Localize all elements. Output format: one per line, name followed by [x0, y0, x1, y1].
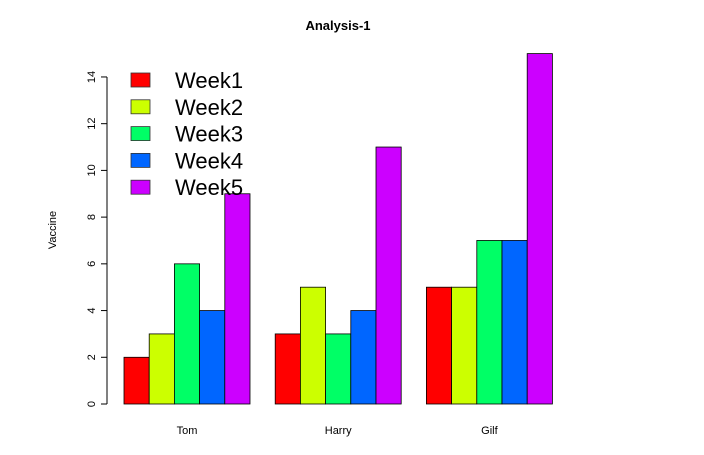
- bar-week2-harry: [299, 286, 326, 405]
- legend-swatch: [130, 179, 151, 195]
- bar-week3-harry: [325, 333, 352, 405]
- bar-week5-gilf: [526, 53, 553, 405]
- legend-swatch: [130, 152, 151, 168]
- bars: [123, 53, 553, 405]
- y-tick-label: 4: [86, 307, 98, 313]
- y-tick-label: 12: [86, 118, 98, 130]
- bar-week5-harry: [375, 146, 402, 405]
- chart-title: Analysis-1: [305, 18, 370, 33]
- bar-week5-tom: [224, 193, 251, 405]
- y-tick-label: 0: [86, 401, 98, 407]
- legend-swatch: [130, 99, 151, 115]
- bar-week1-gilf: [425, 286, 452, 405]
- legend-swatch: [130, 72, 151, 88]
- x-tick-label: Gilf: [481, 425, 498, 437]
- bar-week2-gilf: [451, 286, 478, 405]
- x-tick-label: Tom: [177, 425, 198, 437]
- bar-week3-tom: [173, 263, 200, 405]
- y-axis-label: Vaccine: [47, 211, 59, 249]
- y-tick-label: 14: [86, 71, 98, 83]
- bar-week4-tom: [199, 310, 226, 405]
- x-tick-labels: Tom Harry Gilf: [177, 425, 499, 437]
- bar-week3-gilf: [476, 240, 503, 405]
- legend-swatch: [130, 126, 151, 141]
- x-tick-label: Harry: [325, 425, 352, 437]
- legend-label: Week1: [175, 68, 243, 93]
- bar-week4-gilf: [501, 240, 528, 405]
- legend-label: Week3: [175, 122, 243, 147]
- y-tick-label: 6: [86, 261, 98, 267]
- bar-week2-tom: [148, 333, 175, 405]
- bar-week1-harry: [274, 333, 301, 405]
- y-tick-label: 2: [86, 354, 98, 360]
- legend-label: Week5: [175, 175, 243, 200]
- y-tick-label: 10: [86, 164, 98, 176]
- bar-week1-tom: [123, 356, 150, 405]
- bar-week4-harry: [350, 310, 377, 405]
- y-tick-label: 8: [86, 214, 98, 220]
- legend-label: Week4: [175, 148, 243, 173]
- legend-label: Week2: [175, 95, 243, 120]
- y-axis: 0 2 4 6 8 10 12 14: [86, 71, 108, 407]
